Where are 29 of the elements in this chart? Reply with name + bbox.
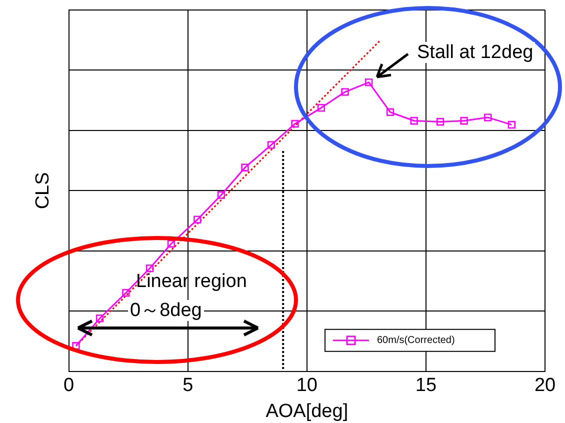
point xyxy=(386,108,394,116)
x-tick-label: 20 xyxy=(534,375,556,396)
point xyxy=(364,78,373,86)
point xyxy=(508,120,516,129)
annotation: Stall at 12deg xyxy=(415,42,536,63)
point xyxy=(291,120,299,128)
point xyxy=(146,264,154,272)
x-tick-label: 5 xyxy=(182,375,194,396)
x-tick-label: 10 xyxy=(296,375,318,396)
x-axis-title: AOA[deg] xyxy=(266,400,348,422)
point xyxy=(410,116,418,125)
point xyxy=(484,114,492,122)
x-tick-label: 15 xyxy=(415,375,437,396)
point xyxy=(436,118,444,126)
point xyxy=(96,314,104,322)
point xyxy=(341,88,349,96)
point xyxy=(167,240,176,248)
annotation: 0～8deg xyxy=(128,300,204,321)
y-axis-title: CLS xyxy=(32,172,54,210)
point xyxy=(267,141,276,149)
point xyxy=(194,216,202,224)
point xyxy=(217,191,226,199)
point xyxy=(241,164,249,172)
x-tick-label: 0 xyxy=(64,375,74,396)
point xyxy=(460,116,468,125)
annotation: Linear region xyxy=(135,271,248,292)
legend-label: 60m/s(Corrected) xyxy=(377,335,455,346)
point xyxy=(317,104,326,112)
point xyxy=(122,288,130,297)
